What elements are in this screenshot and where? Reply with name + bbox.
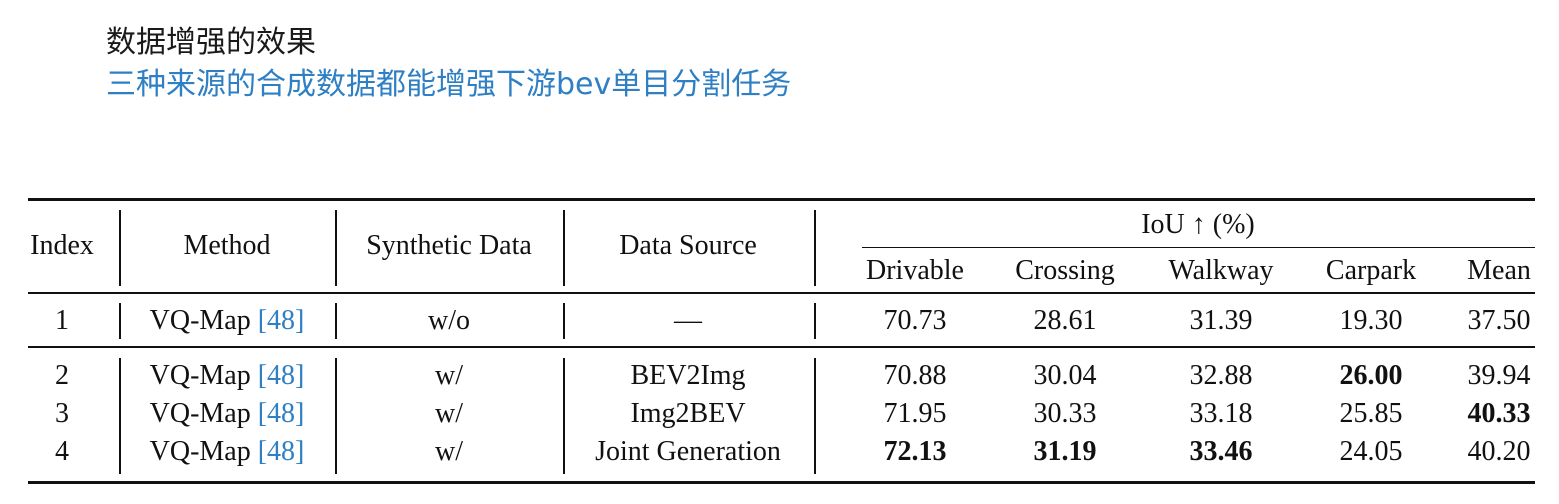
- header-data-source: Data Source: [619, 230, 757, 261]
- baseline-rule: [28, 346, 1535, 348]
- metric-value: 28.61: [1033, 305, 1097, 336]
- page-subtitle: 三种来源的合成数据都能增强下游bev单目分割任务: [106, 67, 792, 102]
- header-index: Index: [30, 230, 94, 261]
- col-sep: [814, 210, 816, 286]
- row-data-source: BEV2Img: [630, 360, 746, 391]
- metric-value: 25.85: [1339, 398, 1403, 429]
- metric-value: 32.88: [1189, 360, 1253, 391]
- method-name: VQ-Map: [149, 398, 251, 429]
- metric-value: 31.39: [1189, 305, 1253, 336]
- row-method: VQ-Map [48]: [150, 359, 305, 393]
- method-name: VQ-Map: [149, 360, 251, 391]
- header-metric: Crossing: [1015, 255, 1115, 286]
- row-synthetic-data: w/: [435, 398, 463, 429]
- iou-group-rule: [862, 247, 1535, 249]
- metric-value: 40.33: [1467, 398, 1531, 429]
- col-sep: [335, 303, 337, 339]
- metric-value: 39.94: [1467, 360, 1531, 391]
- metric-value: 33.18: [1189, 398, 1253, 429]
- header-metric: Drivable: [866, 255, 964, 286]
- row-index: 2: [55, 360, 69, 391]
- header-method: Method: [183, 230, 271, 261]
- col-sep: [119, 358, 121, 474]
- metric-value: 40.20: [1467, 436, 1531, 467]
- metric-value: 72.13: [883, 436, 947, 467]
- row-data-source: —: [674, 305, 702, 336]
- metric-value: 26.00: [1339, 360, 1403, 391]
- header-synthetic-data: Synthetic Data: [366, 230, 532, 261]
- col-sep: [814, 303, 816, 339]
- header-metric: Mean: [1467, 255, 1531, 286]
- metric-value: 24.05: [1339, 436, 1403, 467]
- col-sep: [119, 210, 121, 286]
- citation-link[interactable]: [48]: [257, 436, 305, 467]
- metric-value: 70.88: [883, 360, 947, 391]
- metric-value: 30.33: [1033, 398, 1097, 429]
- citation-link[interactable]: [48]: [257, 398, 305, 429]
- metric-value: 71.95: [883, 398, 947, 429]
- header-metric: Walkway: [1168, 255, 1274, 286]
- col-sep: [119, 303, 121, 339]
- results-table: Index Method Synthetic Data Data Source …: [28, 198, 1535, 484]
- row-index: 1: [55, 305, 69, 336]
- row-index: 3: [55, 398, 69, 429]
- col-sep: [814, 358, 816, 474]
- row-method: VQ-Map [48]: [150, 397, 305, 431]
- method-name: VQ-Map: [149, 305, 251, 336]
- row-method: VQ-Map [48]: [150, 435, 305, 469]
- header-rule: [28, 292, 1535, 294]
- row-synthetic-data: w/: [435, 436, 463, 467]
- row-data-source: Joint Generation: [595, 436, 781, 467]
- col-sep: [335, 210, 337, 286]
- col-sep: [335, 358, 337, 474]
- metric-value: 37.50: [1467, 305, 1531, 336]
- row-index: 4: [55, 436, 69, 467]
- metric-value: 33.46: [1189, 436, 1253, 467]
- metric-value: 30.04: [1033, 360, 1097, 391]
- citation-link[interactable]: [48]: [257, 360, 305, 391]
- page-title: 数据增强的效果: [106, 25, 316, 60]
- row-synthetic-data: w/o: [428, 305, 470, 336]
- col-sep: [563, 210, 565, 286]
- col-sep: [563, 358, 565, 474]
- row-method: VQ-Map [48]: [150, 304, 305, 338]
- col-sep: [563, 303, 565, 339]
- method-name: VQ-Map: [149, 436, 251, 467]
- bottom-rule: [28, 481, 1535, 484]
- metric-value: 70.73: [883, 305, 947, 336]
- metric-value: 31.19: [1033, 436, 1097, 467]
- citation-link[interactable]: [48]: [257, 305, 305, 336]
- top-rule: [28, 198, 1535, 201]
- row-data-source: Img2BEV: [630, 398, 746, 429]
- header-iou-group: IoU ↑ (%): [1141, 209, 1255, 240]
- metric-value: 19.30: [1339, 305, 1403, 336]
- row-synthetic-data: w/: [435, 360, 463, 391]
- header-metric: Carpark: [1325, 255, 1417, 286]
